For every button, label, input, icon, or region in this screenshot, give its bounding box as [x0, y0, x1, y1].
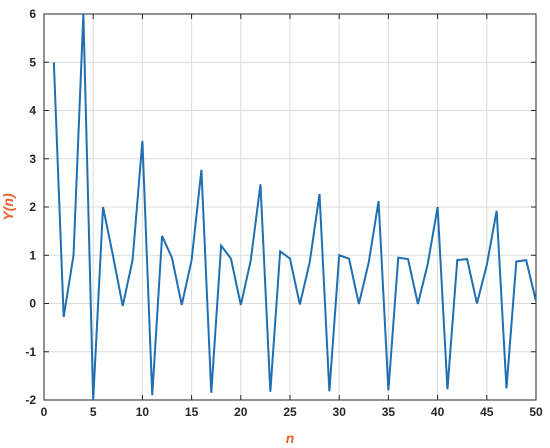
y-tick-label: -1 — [25, 345, 36, 359]
x-tick-label: 35 — [382, 405, 396, 419]
y-tick-label: 5 — [29, 55, 36, 69]
series — [52, 13, 537, 401]
x-tick-label: 25 — [283, 405, 297, 419]
x-tick-label: 40 — [431, 405, 445, 419]
x-tick-label: 0 — [41, 405, 48, 419]
x-tick-label: 30 — [333, 405, 347, 419]
y-tick-label: 3 — [29, 152, 36, 166]
y-tick-label: 1 — [29, 248, 36, 262]
x-tick-label: 10 — [136, 405, 150, 419]
y-tick-label: -2 — [25, 393, 36, 407]
x-axis-label: n — [286, 430, 295, 446]
series-line — [52, 13, 537, 401]
x-tick-label: 45 — [480, 405, 494, 419]
y-tick-label: 6 — [29, 7, 36, 21]
y-tick-label: 4 — [29, 104, 36, 118]
y-tick-label: 2 — [29, 200, 36, 214]
x-tick-label: 15 — [185, 405, 199, 419]
x-tick-label: 20 — [234, 405, 248, 419]
x-tick-label: 50 — [529, 405, 543, 419]
x-tick-label: 5 — [90, 405, 97, 419]
y-tick-label: 0 — [29, 297, 36, 311]
y-axis-label: Y(n) — [0, 193, 16, 221]
